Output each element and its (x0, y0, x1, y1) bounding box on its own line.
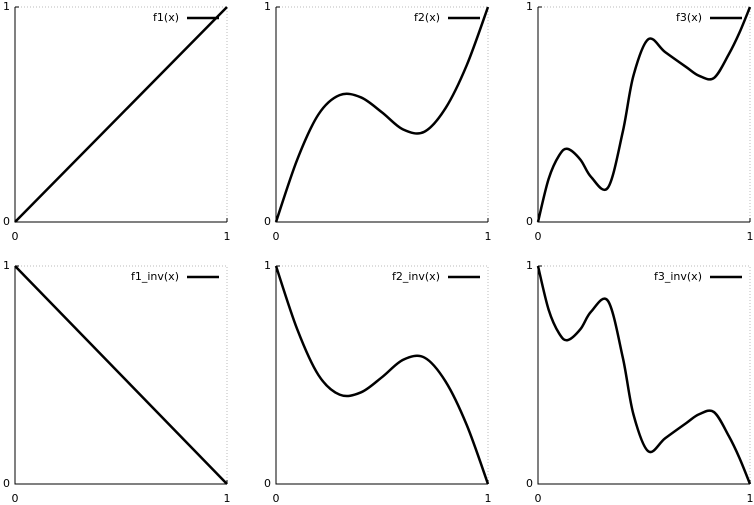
y-tick-label: 1 (3, 259, 10, 272)
legend-label: f1(x) (153, 11, 179, 24)
x-tick-label: 0 (273, 230, 280, 243)
y-tick-label: 0 (3, 477, 10, 490)
y-tick-label: 0 (3, 215, 10, 228)
axes (537, 7, 750, 223)
line-series (536, 265, 752, 485)
axes (275, 7, 488, 223)
y-tick-label: 0 (526, 215, 533, 228)
y-tick-label: 0 (264, 215, 271, 228)
y-tick-label: 1 (526, 0, 533, 13)
y-tick-label: 1 (264, 0, 271, 13)
y-tick-label: 0 (526, 477, 533, 490)
x-tick-label: 1 (485, 230, 492, 243)
x-tick-label: 1 (747, 492, 754, 505)
y-tick-label: 0 (264, 477, 271, 490)
line-series (14, 6, 228, 223)
y-tick-label: 1 (264, 259, 271, 272)
axes (537, 266, 750, 485)
line-series (274, 265, 490, 485)
frame (538, 6, 751, 222)
line-series (14, 265, 228, 485)
frame (538, 265, 751, 484)
frame (276, 265, 489, 484)
legend-label: f2(x) (414, 11, 440, 24)
x-tick-label: 1 (485, 492, 492, 505)
line-series (274, 6, 490, 223)
axes (275, 266, 488, 485)
line-series (536, 6, 752, 223)
x-tick-label: 0 (535, 230, 542, 243)
frame (15, 265, 228, 484)
legend-label: f3(x) (676, 11, 702, 24)
y-tick-label: 1 (3, 0, 10, 13)
x-tick-label: 1 (747, 230, 754, 243)
frame (276, 6, 489, 222)
x-tick-label: 0 (12, 230, 19, 243)
legend-label: f1_inv(x) (131, 270, 179, 283)
x-tick-label: 0 (273, 492, 280, 505)
x-tick-label: 1 (224, 492, 231, 505)
legend-label: f2_inv(x) (392, 270, 440, 283)
y-tick-label: 1 (526, 259, 533, 272)
x-tick-label: 0 (535, 492, 542, 505)
x-tick-label: 1 (224, 230, 231, 243)
x-tick-label: 0 (12, 492, 19, 505)
legend-label: f3_inv(x) (654, 270, 702, 283)
